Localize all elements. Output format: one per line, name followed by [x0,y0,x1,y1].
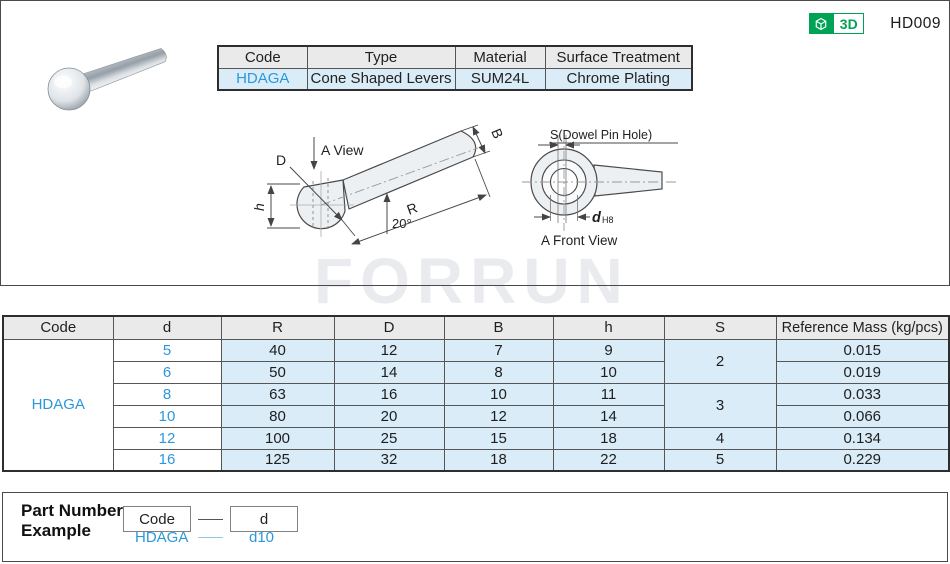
page-header: 3D HD009 [809,13,941,34]
mass-cell: 0.019 [775,360,950,384]
mass-cell: 0.015 [775,338,950,362]
r-cell: 100 [220,426,335,450]
col-header-s: S [663,315,777,340]
badge-3d-label: 3D [833,13,865,34]
s-cell: 5 [663,448,777,472]
s-cell: 2 [663,338,777,384]
dd-cell: 25 [333,426,445,450]
b-cell: 15 [443,426,554,450]
mass-cell: 0.229 [775,448,950,472]
h-cell: 9 [552,338,665,362]
spec-material-value: SUM24L [454,67,546,91]
dim-h-label: h [254,203,267,211]
table-row: HDAGA 5 40 12 7 9 2 0.015 [2,338,950,472]
dd-cell: 14 [333,360,445,384]
view-3d-button[interactable]: 3D [809,13,865,34]
spec-header-type: Type [306,45,456,69]
b-cell: 8 [443,360,554,384]
table-row: 8 63 16 10 11 3 0.033 [3,382,950,428]
spec-code-value: HDAGA [217,67,308,91]
product-overview-panel: 3D HD009 Code Type Material Surface Trea… [0,0,950,286]
spec-header-material: Material [454,45,546,69]
r-cell: 40 [220,338,335,362]
dim-d-hole-label: d [592,210,602,226]
r-cell: 63 [220,382,335,406]
r-cell: 80 [220,404,335,428]
r-cell: 125 [220,448,335,472]
s-cell: 4 [663,426,777,450]
col-header-r: R [220,315,335,340]
dd-cell: 20 [333,404,445,428]
h-cell: 14 [552,404,665,428]
spec-header-row: Code Type Material Surface Treatment [217,45,693,69]
spec-summary-table: Code Type Material Surface Treatment HDA… [217,45,693,91]
s-cell: 3 [663,382,777,428]
table-row: 16 125 32 18 22 5 0.229 [3,448,950,472]
dim-d-tolerance-label: H8 [602,215,614,225]
spec-type-value: Cone Shaped Levers [306,67,456,91]
h-cell: 22 [552,448,665,472]
a-view-label: A View [321,142,364,158]
col-header-b: B [443,315,554,340]
b-cell: 18 [443,448,554,472]
col-header-h: h [552,315,665,340]
h-cell: 10 [552,360,665,384]
b-cell: 7 [443,338,554,362]
dd-cell: 32 [333,448,445,472]
h-cell: 11 [552,382,665,406]
dimension-table: Code d R D B h S Reference Mass (kg/pcs)… [2,315,950,472]
dim-d-head-label: D [276,152,286,168]
b-cell: 12 [443,404,554,428]
pn-example-size: d10 [249,529,275,546]
h-cell: 18 [552,426,665,450]
dd-cell: 16 [333,382,445,406]
col-header-dd: D [333,315,445,340]
dimension-header-row: Code d R D B h S Reference Mass (kg/pcs) [2,315,950,340]
d-cell: 16 [112,448,222,472]
spec-header-surface: Surface Treatment [544,45,693,69]
dd-cell: 12 [333,338,445,362]
pn-example-code: HDAGA [135,529,189,546]
spec-data-row: HDAGA Cone Shaped Levers SUM24L Chrome P… [217,67,693,91]
mass-cell: 0.066 [775,404,950,428]
part-number-example-title: Part Number Example [21,501,124,541]
table-row: 10 80 20 12 14 0.066 [3,404,950,428]
r-cell: 50 [220,360,335,384]
table-row: 12 100 25 15 18 4 0.134 [3,426,950,450]
mass-cell: 0.134 [775,426,950,450]
d-cell: 12 [112,426,222,450]
watermark-logo: FORRUN [314,245,630,317]
code-cell: HDAGA [2,338,114,472]
col-header-mass: Reference Mass (kg/pcs) [775,315,950,340]
dowel-pin-hole-label: S(Dowel Pin Hole) [550,128,652,142]
front-view-caption: A Front View [541,233,618,248]
cube-3d-icon [809,13,834,34]
d-cell: 8 [112,382,222,406]
col-header-code: Code [2,315,114,340]
mass-cell: 0.033 [775,382,950,406]
pn-dash [198,519,223,520]
pn-size-box: d [230,506,298,532]
part-number-example-panel: Part Number Example Code d HDAGA d10 [2,492,948,562]
pn-code-box: Code [123,506,191,532]
side-view-drawing: A View D h 20° R B [254,124,507,245]
b-cell: 10 [443,382,554,406]
table-row: 6 50 14 8 10 0.019 [3,360,950,384]
pn-dash-blue [198,537,223,538]
col-header-d: d [112,315,222,340]
d-cell: 5 [112,338,222,362]
page-part-number: HD009 [890,14,941,32]
d-cell: 10 [112,404,222,428]
front-view-drawing: S(Dowel Pin Hole) d H8 A Front View [522,128,678,248]
d-cell: 6 [112,360,222,384]
spec-header-code: Code [217,45,308,69]
spec-surface-value: Chrome Plating [544,67,693,91]
product-photo [47,48,167,111]
dim-b-label: B [488,126,506,141]
